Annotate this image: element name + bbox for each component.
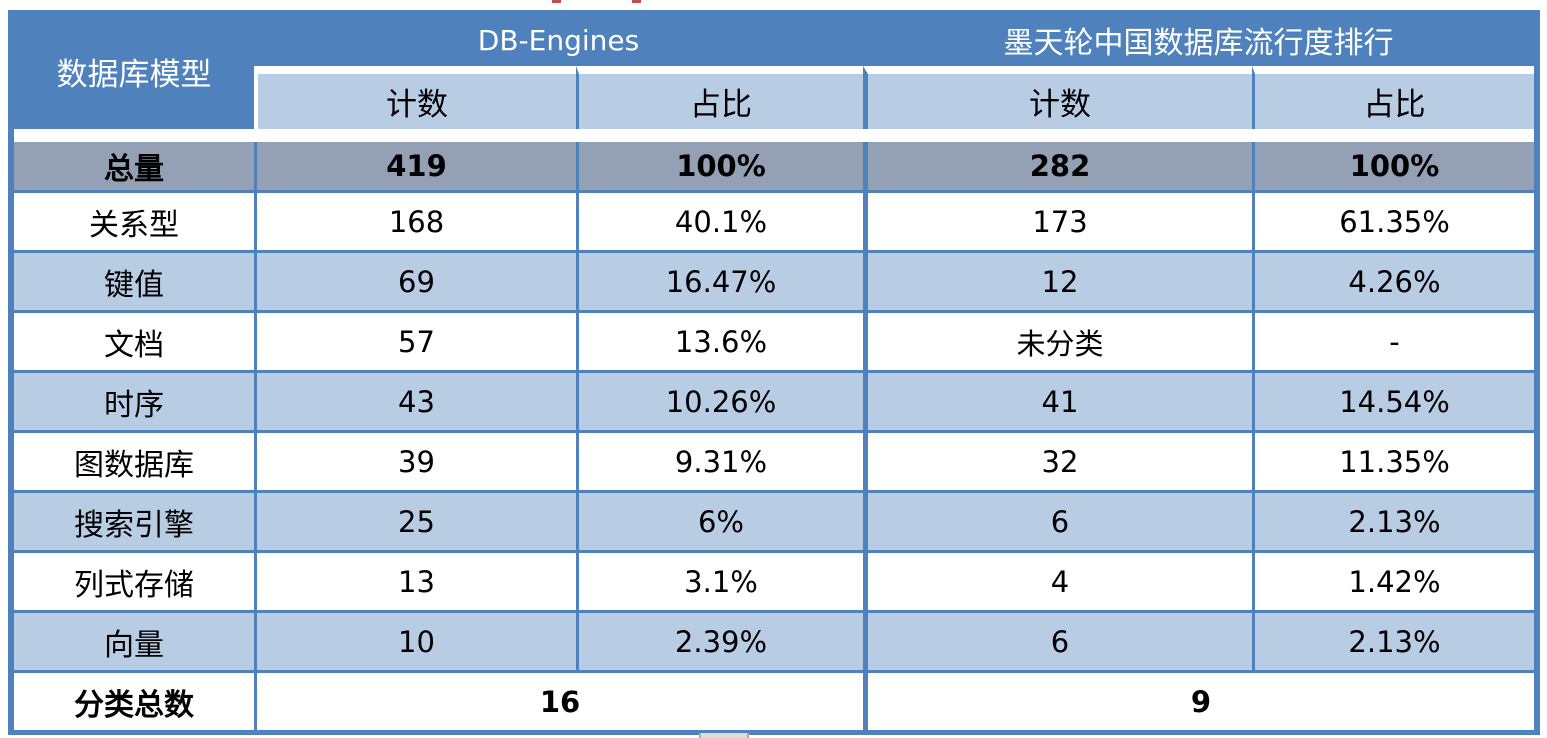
cell-db-count: 57 [254, 310, 576, 370]
cell-db-percent: 2.39% [576, 610, 863, 670]
row-label: 文档 [14, 310, 254, 370]
cell-db-percent: 13.6% [576, 310, 863, 370]
group-header-db-engines: DB-Engines [254, 14, 863, 66]
cell-mt-percent: 2.13% [1252, 490, 1534, 550]
cell-mt-percent: 1.42% [1252, 550, 1534, 610]
row-label: 键值 [14, 250, 254, 310]
row-label: 时序 [14, 370, 254, 430]
cell-db-count: 13 [254, 550, 576, 610]
cell-db-percent: 16.47% [576, 250, 863, 310]
table-row-category-totals: 分类总数 16 9 [14, 670, 1534, 730]
header-body-gap [14, 129, 1534, 142]
table-row: 向量 10 2.39% 6 2.13% [14, 610, 1534, 670]
table-row: 关系型 168 40.1% 173 61.35% [14, 190, 1534, 250]
row-label: 关系型 [14, 190, 254, 250]
cell-db-count: 69 [254, 250, 576, 310]
cell-db-percent: 40.1% [576, 190, 863, 250]
cell-mt-percent: 61.35% [1252, 190, 1534, 250]
row-label: 搜索引擎 [14, 490, 254, 550]
row-label: 向量 [14, 610, 254, 670]
sub-header-db-count: 计数 [254, 66, 576, 129]
table-row: 键值 69 16.47% 12 4.26% [14, 250, 1534, 310]
cell-db-count: 39 [254, 430, 576, 490]
cutoff-red-text-fragment [552, 0, 561, 3]
database-comparison-table-container: 数据库模型 DB-Engines 墨天轮中国数据库流行度排行 计数 占比 计数 … [8, 10, 1540, 735]
cutoff-red-text-fragment [632, 0, 641, 3]
sub-header-mt-count: 计数 [863, 66, 1252, 129]
cell-db-count: 419 [254, 142, 576, 190]
group-header-motianlun: 墨天轮中国数据库流行度排行 [863, 14, 1534, 66]
cell-mt-count: 282 [863, 142, 1252, 190]
row-label: 总量 [14, 142, 254, 190]
cutoff-scrollbar-fragment [699, 733, 749, 738]
table-row: 图数据库 39 9.31% 32 11.35% [14, 430, 1534, 490]
row-label: 图数据库 [14, 430, 254, 490]
cell-mt-count: 12 [863, 250, 1252, 310]
sub-header-row: 计数 占比 计数 占比 [14, 66, 1534, 129]
row-label: 列式存储 [14, 550, 254, 610]
cell-mt-count: 6 [863, 490, 1252, 550]
cell-mt-count: 32 [863, 430, 1252, 490]
cell-db-count: 168 [254, 190, 576, 250]
cell-mt-count: 41 [863, 370, 1252, 430]
cell-mt-percent: 14.54% [1252, 370, 1534, 430]
table-row: 搜索引擎 25 6% 6 2.13% [14, 490, 1534, 550]
cell-db-percent: 6% [576, 490, 863, 550]
sub-header-db-percent: 占比 [576, 66, 863, 129]
cell-db-count: 43 [254, 370, 576, 430]
cell-mt-count: 4 [863, 550, 1252, 610]
group-header-row: 数据库模型 DB-Engines 墨天轮中国数据库流行度排行 [14, 14, 1534, 129]
cell-db-count: 10 [254, 610, 576, 670]
table-row: 文档 57 13.6% 未分类 - [14, 310, 1534, 370]
cell-db-count: 25 [254, 490, 576, 550]
cell-mt-percent: 4.26% [1252, 250, 1534, 310]
sub-header-mt-percent: 占比 [1252, 66, 1534, 129]
cell-mt-category-total: 9 [863, 670, 1534, 730]
table-row-total: 总量 419 100% 282 100% [14, 142, 1534, 190]
cell-mt-count: 未分类 [863, 310, 1252, 370]
table-row: 列式存储 13 3.1% 4 1.42% [14, 550, 1534, 610]
cell-db-percent: 9.31% [576, 430, 863, 490]
cell-mt-percent: - [1252, 310, 1534, 370]
cell-db-percent: 3.1% [576, 550, 863, 610]
table-row: 时序 43 10.26% 41 14.54% [14, 370, 1534, 430]
cell-db-category-total: 16 [254, 670, 863, 730]
cell-mt-count: 173 [863, 190, 1252, 250]
row-label: 分类总数 [14, 670, 254, 730]
database-comparison-table: 数据库模型 DB-Engines 墨天轮中国数据库流行度排行 计数 占比 计数 … [8, 10, 1540, 735]
cell-db-percent: 10.26% [576, 370, 863, 430]
corner-header-database-model: 数据库模型 [14, 14, 254, 129]
cell-mt-count: 6 [863, 610, 1252, 670]
cell-db-percent: 100% [576, 142, 863, 190]
cell-mt-percent: 11.35% [1252, 430, 1534, 490]
cell-mt-percent: 2.13% [1252, 610, 1534, 670]
cell-mt-percent: 100% [1252, 142, 1534, 190]
